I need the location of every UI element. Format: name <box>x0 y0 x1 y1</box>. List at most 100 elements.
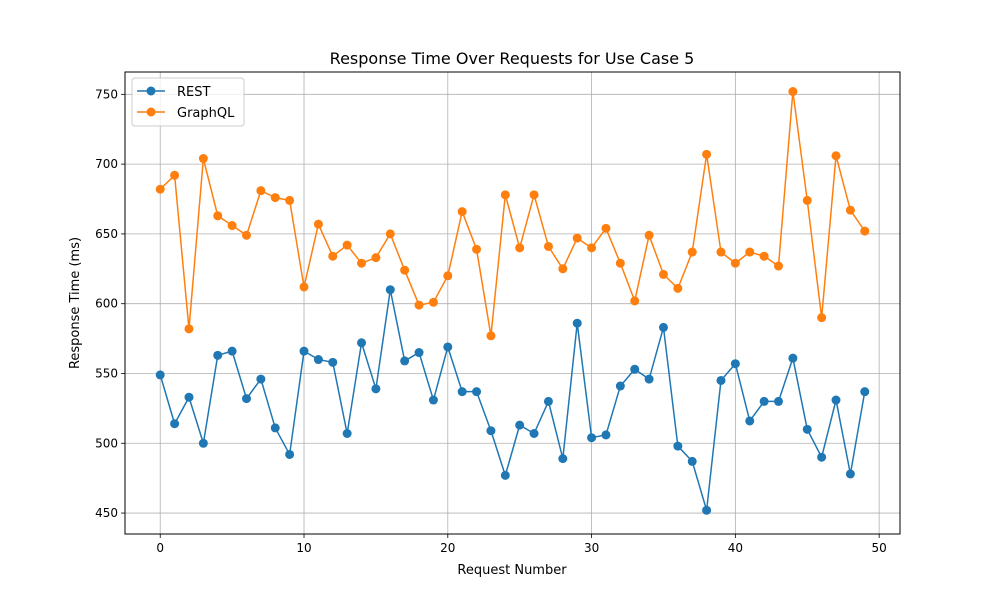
data-point-rest <box>630 364 640 374</box>
data-point-graphql <box>687 247 697 257</box>
series-layer <box>155 87 870 515</box>
data-point-rest <box>371 384 381 394</box>
data-point-rest <box>730 359 740 369</box>
legend-marker-rest <box>146 86 156 96</box>
data-point-graphql <box>227 221 237 231</box>
x-tick-label: 10 <box>296 541 311 555</box>
data-point-rest <box>817 452 827 462</box>
x-tick-label: 30 <box>584 541 599 555</box>
data-point-rest <box>845 469 855 479</box>
data-point-graphql <box>831 151 841 161</box>
data-point-graphql <box>515 243 525 253</box>
data-point-rest <box>241 394 251 404</box>
data-point-graphql <box>630 296 640 306</box>
data-point-graphql <box>385 229 395 239</box>
data-point-graphql <box>558 264 568 274</box>
legend-label-rest: REST <box>177 85 210 100</box>
data-point-graphql <box>270 193 280 203</box>
data-point-rest <box>500 470 510 480</box>
data-point-rest <box>428 395 438 405</box>
plot-frame <box>124 71 901 535</box>
data-point-rest <box>256 374 266 384</box>
legend-marker-graphql <box>146 107 156 117</box>
data-point-rest <box>587 433 597 443</box>
data-point-graphql <box>845 205 855 215</box>
data-point-graphql <box>572 233 582 243</box>
data-point-graphql <box>745 247 755 257</box>
y-tick-label: 550 <box>95 366 118 380</box>
data-point-rest <box>443 342 453 352</box>
data-point-rest <box>658 322 668 332</box>
data-point-graphql <box>342 240 352 250</box>
data-point-rest <box>515 420 525 430</box>
data-point-graphql <box>817 313 827 323</box>
data-point-graphql <box>500 190 510 200</box>
data-point-rest <box>285 449 295 459</box>
data-point-graphql <box>285 195 295 205</box>
data-point-rest <box>270 423 280 433</box>
data-point-rest <box>299 346 309 356</box>
data-point-graphql <box>371 253 381 263</box>
data-point-graphql <box>213 211 223 221</box>
data-point-rest <box>400 356 410 366</box>
data-point-rest <box>529 429 539 439</box>
grid <box>125 72 900 534</box>
data-point-graphql <box>313 219 323 229</box>
data-point-rest <box>155 370 165 380</box>
data-point-graphql <box>428 297 438 307</box>
data-point-rest <box>227 346 237 356</box>
x-tick-label: 50 <box>872 541 887 555</box>
data-point-graphql <box>256 186 266 196</box>
data-point-rest <box>414 348 424 358</box>
data-point-rest <box>342 429 352 439</box>
data-point-rest <box>745 416 755 426</box>
data-point-graphql <box>184 324 194 334</box>
data-point-rest <box>774 396 784 406</box>
data-point-graphql <box>486 331 496 341</box>
data-point-graphql <box>774 261 784 271</box>
data-point-rest <box>788 353 798 363</box>
data-point-rest <box>802 424 812 434</box>
legend-item-graphql: GraphQL <box>137 106 235 121</box>
data-point-graphql <box>155 184 165 194</box>
data-point-graphql <box>400 265 410 275</box>
data-point-graphql <box>543 241 553 251</box>
data-point-rest <box>687 456 697 466</box>
data-point-graphql <box>759 251 769 261</box>
data-point-rest <box>457 387 467 397</box>
data-point-rest <box>601 430 611 440</box>
x-tick-label: 20 <box>440 541 455 555</box>
data-point-rest <box>385 285 395 295</box>
y-tick-label: 450 <box>95 506 118 520</box>
data-point-graphql <box>472 244 482 254</box>
data-point-rest <box>702 505 712 515</box>
data-point-graphql <box>457 207 467 217</box>
data-point-rest <box>170 419 180 429</box>
data-point-rest <box>615 381 625 391</box>
data-point-rest <box>328 357 338 367</box>
data-point-graphql <box>357 258 367 268</box>
data-point-rest <box>860 387 870 397</box>
axis-ticks: 0 10 20 30 40 50 450 500 550 600 650 700 750 <box>95 87 887 555</box>
data-point-rest <box>673 441 683 451</box>
data-point-graphql <box>615 258 625 268</box>
data-point-graphql <box>241 230 251 240</box>
data-point-graphql <box>716 247 726 257</box>
data-point-rest <box>184 392 194 402</box>
y-tick-label: 750 <box>95 87 118 101</box>
y-tick-label: 700 <box>95 157 118 171</box>
data-point-rest <box>644 374 654 384</box>
legend-box <box>131 77 245 127</box>
data-point-graphql <box>860 226 870 236</box>
data-point-graphql <box>788 87 798 97</box>
data-point-graphql <box>198 154 208 164</box>
data-point-graphql <box>170 170 180 180</box>
data-point-graphql <box>587 243 597 253</box>
data-point-rest <box>716 375 726 385</box>
series-rest <box>155 285 870 515</box>
y-axis-label: Response Time (ms) <box>68 237 83 369</box>
legend-item-rest: REST <box>137 85 210 100</box>
data-point-rest <box>558 454 568 464</box>
